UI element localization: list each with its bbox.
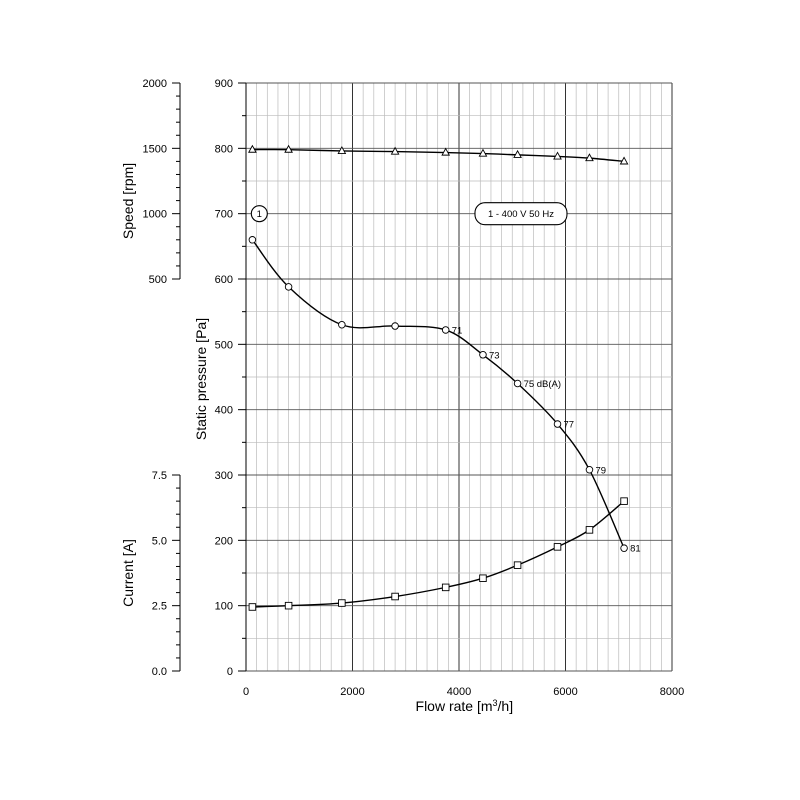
current-point	[513, 561, 522, 569]
current-point	[553, 543, 562, 551]
pressure-point	[513, 379, 522, 388]
x-tick-label: 2000	[340, 686, 364, 698]
x-tick-label: 4000	[447, 686, 471, 698]
sound-level-label: 79	[595, 465, 606, 476]
curve-label-text: 1	[257, 209, 262, 220]
current-point	[441, 583, 450, 592]
speed-tick-label: 500	[149, 274, 167, 286]
speed-tick-label: 2000	[143, 78, 167, 90]
speed-point	[619, 156, 629, 165]
speed-point	[248, 144, 257, 153]
speed-point	[585, 153, 594, 162]
pressure-tick-label: 200	[215, 535, 233, 547]
current-point	[391, 592, 399, 601]
current-tick-label: 0.0	[152, 666, 167, 678]
current-curve	[252, 500, 625, 608]
pressure-point	[284, 283, 293, 291]
series	[248, 144, 629, 611]
pressure-tick-label: 700	[215, 209, 233, 221]
curve-label-marker	[250, 205, 268, 223]
speed-tick-label: 1500	[143, 143, 167, 155]
current-tick-label: 7.5	[152, 470, 167, 482]
pressure-tick-label: 0	[227, 666, 233, 678]
current-point	[248, 603, 257, 611]
grid	[245, 82, 673, 672]
speed-point	[553, 151, 562, 160]
sound-level-label: 71	[452, 325, 463, 336]
speed-tick-label: 1000	[143, 209, 167, 221]
speed-curve	[252, 148, 625, 163]
speed-point	[390, 146, 400, 155]
sound-level-label: 77	[564, 420, 575, 431]
pressure-tick-label: 900	[215, 78, 233, 90]
speed-point	[284, 144, 293, 153]
pressure-point	[441, 326, 450, 334]
annotations: 71 73 75 dB(A) 77 79 81 1 1 - 400 V 50 Hz	[250, 202, 641, 555]
pressure-tick-label: 100	[215, 601, 233, 613]
current-point	[284, 601, 293, 610]
pressure-tick-label: 500	[215, 339, 233, 351]
pressure-point	[585, 466, 594, 474]
pressure-tick-label: 300	[215, 470, 233, 482]
legend-box	[474, 202, 568, 226]
current-tick-label: 5.0	[152, 535, 167, 547]
current-tick-label: 2.5	[152, 601, 167, 613]
sound-level-label: 81	[630, 544, 641, 555]
pressure-point	[553, 420, 562, 428]
current-point	[585, 526, 594, 534]
current-axis-title: Current [A]	[120, 539, 136, 607]
pressure-tick-label: 800	[215, 143, 233, 155]
pressure-point	[620, 544, 628, 552]
sound-level-label: 73	[489, 350, 500, 361]
pressure-tick-label: 400	[215, 405, 233, 417]
pressure-curve	[251, 239, 625, 549]
pressure-point	[338, 320, 346, 329]
pressure-point	[391, 322, 399, 330]
pressure-tick-label: 600	[215, 274, 233, 286]
speed-point	[478, 148, 488, 157]
x-axis-title: Flow rate [m3/h]	[416, 698, 514, 714]
legend-text: 1 - 400 V 50 Hz	[488, 209, 554, 220]
speed-axis-title: Speed [rpm]	[120, 163, 136, 239]
pressure-axis-title: Static pressure [Pa]	[193, 318, 209, 440]
x-tick-label: 0	[243, 686, 249, 698]
pressure-point	[479, 351, 487, 359]
pressure-point	[248, 236, 257, 244]
speed-point	[441, 147, 451, 156]
x-tick-label: 8000	[660, 686, 684, 698]
current-point	[479, 574, 487, 582]
x-tick-label: 6000	[553, 686, 577, 698]
axes: 0 100 200 300 400 500 600 700 800 900 Static press…	[120, 78, 684, 714]
current-point	[338, 599, 346, 607]
speed-point	[513, 149, 522, 158]
current-point	[620, 497, 628, 505]
sound-level-label: 75 dB(A)	[524, 379, 562, 390]
speed-point	[337, 146, 347, 154]
